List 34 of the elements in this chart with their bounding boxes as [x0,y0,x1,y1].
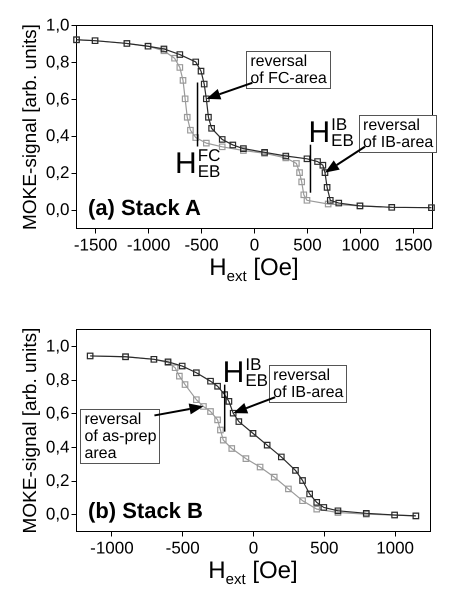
y-tick-label: 0,8 [46,370,70,389]
x-tick-label: 0 [250,236,260,254]
x-tick-label: 1000 [342,236,380,254]
x-tick-label: -1000 [90,538,134,558]
y-tick-label: 0,0 [46,200,70,220]
text: (a) Stack A [88,195,201,221]
y-tick-label: 0,2 [46,471,70,490]
y-tick-label: 0,6 [46,404,70,423]
x-tick-label: 500 [310,538,338,558]
x-tick-label: 500 [293,236,322,254]
text: (b) Stack B [88,498,203,524]
y-axis-title: MOKE-signal [arb. units] [20,328,41,534]
annotation: reversal of IB-area [269,365,348,404]
annotation: reversal of FC-area [246,50,331,89]
annotation: reversal of IB-area [358,114,438,153]
y-tick-label: 1,0 [46,16,70,34]
x-axis-title: H$_{ext}$ [Oe] [208,557,298,588]
y-axis-title: MOKE-signal [arb. units] [20,24,41,230]
y-tick-label: 0,0 [46,504,70,524]
x-tick-label: -500 [166,538,200,558]
x-tick-label: 1500 [394,236,432,254]
y-tick-label: 0,8 [46,52,70,72]
x-tick-label: 1000 [376,538,414,558]
x-tick-label: -1000 [126,236,170,254]
y-tick-label: 0,6 [46,89,70,108]
y-tick-label: 0,4 [46,437,70,456]
y-tick-label: 0,4 [46,126,70,146]
x-tick-label: -1500 [74,236,118,254]
x-tick-label: 0 [248,538,258,558]
annotation: reversal of as-prep area [80,409,160,464]
y-tick-label: 1,0 [46,336,70,356]
y-tick-label: 0,2 [46,163,70,182]
x-tick-label: -500 [184,236,219,254]
x-axis-title: H$_{ext}$ [Oe] [209,254,299,285]
